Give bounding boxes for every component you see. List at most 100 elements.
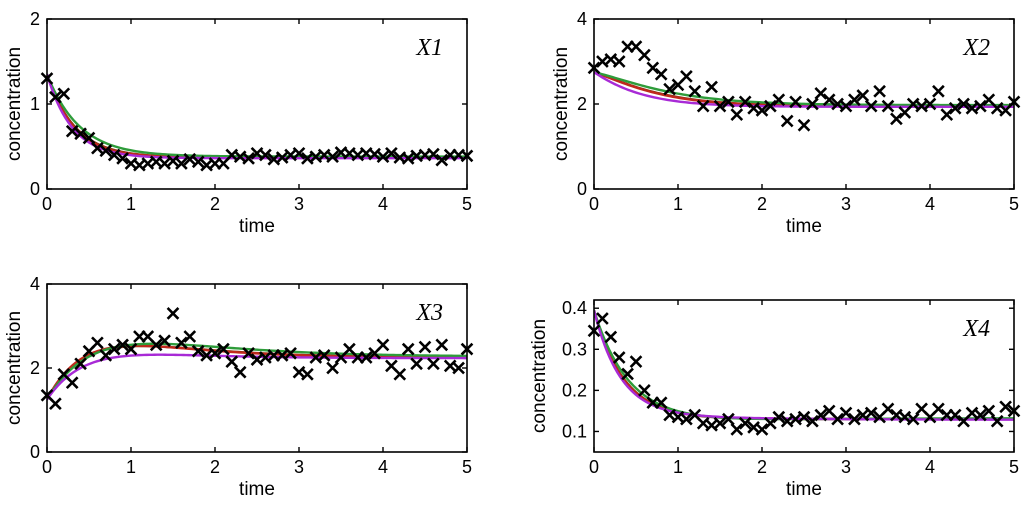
data-point bbox=[755, 423, 769, 436]
data-point bbox=[848, 412, 861, 426]
y-tick-label: 0 bbox=[577, 179, 587, 199]
data-point bbox=[906, 412, 920, 426]
data-point bbox=[259, 148, 272, 162]
data-point bbox=[317, 349, 331, 362]
data-point bbox=[401, 342, 415, 356]
data-point bbox=[688, 84, 702, 98]
x-tick-label: 3 bbox=[294, 457, 304, 477]
data-point bbox=[612, 55, 626, 68]
data-point bbox=[57, 87, 71, 101]
data-point bbox=[116, 152, 129, 165]
y-tick-label: 4 bbox=[577, 9, 587, 29]
x-axis-label: time bbox=[786, 479, 822, 500]
data-point bbox=[730, 423, 744, 436]
data-point bbox=[764, 416, 777, 430]
y-tick-label: 2 bbox=[30, 358, 40, 378]
data-point bbox=[175, 157, 188, 170]
data-point bbox=[671, 78, 685, 92]
data-point bbox=[789, 95, 802, 109]
y-axis-label: concentration bbox=[4, 311, 25, 425]
data-point bbox=[806, 414, 819, 428]
data-point bbox=[133, 330, 146, 343]
data-point bbox=[217, 342, 230, 356]
y-tick-label: 0.2 bbox=[562, 380, 587, 400]
data-point bbox=[999, 104, 1012, 117]
data-point bbox=[191, 155, 205, 169]
data-point bbox=[418, 340, 432, 354]
x-tick-label: 3 bbox=[841, 457, 851, 477]
data-point bbox=[923, 97, 937, 111]
data-point bbox=[730, 108, 744, 121]
data-point bbox=[166, 154, 180, 168]
data-point bbox=[713, 99, 727, 113]
data-point bbox=[65, 124, 79, 138]
data-point bbox=[629, 355, 643, 368]
data-point bbox=[107, 148, 121, 162]
data-point bbox=[368, 147, 381, 161]
data-point bbox=[856, 89, 870, 102]
data-point bbox=[848, 93, 861, 107]
fit-curves bbox=[594, 70, 1014, 108]
data-point bbox=[158, 334, 171, 348]
data-point bbox=[267, 349, 281, 362]
data-point bbox=[932, 84, 945, 98]
data-point bbox=[990, 414, 1004, 428]
data-point bbox=[91, 141, 104, 155]
data-point bbox=[881, 402, 895, 416]
data-point bbox=[91, 336, 104, 350]
panel-title: X4 bbox=[962, 316, 990, 342]
data-point bbox=[275, 151, 289, 164]
data-point bbox=[822, 93, 836, 107]
x-tick-label: 4 bbox=[378, 194, 388, 214]
data-markers bbox=[40, 307, 474, 411]
x-tick-label: 0 bbox=[589, 194, 599, 214]
x-tick-label: 4 bbox=[378, 457, 388, 477]
data-point bbox=[359, 351, 373, 364]
x-tick-label: 3 bbox=[841, 194, 851, 214]
data-point bbox=[99, 144, 113, 158]
data-point bbox=[839, 99, 853, 113]
data-point bbox=[99, 349, 113, 362]
data-point bbox=[74, 127, 87, 141]
data-point bbox=[427, 357, 440, 371]
data-point bbox=[107, 342, 121, 356]
data-point bbox=[663, 82, 676, 96]
data-point bbox=[797, 410, 811, 424]
panel-title: X2 bbox=[962, 35, 990, 61]
data-point bbox=[772, 93, 786, 107]
data-markers bbox=[40, 72, 474, 172]
axes-frame bbox=[593, 299, 1015, 453]
data-point bbox=[764, 99, 777, 113]
data-point bbox=[242, 152, 255, 165]
data-point bbox=[806, 97, 819, 111]
chart-panel-4: 0 1 2 3 4 5 0.1 0.2 0.3 0.4 time concentration X4 bbox=[529, 298, 1021, 500]
x-tick-label: 5 bbox=[1009, 457, 1019, 477]
x-tick-label: 1 bbox=[673, 457, 683, 477]
data-point bbox=[705, 80, 718, 94]
x-tick-label: 5 bbox=[462, 194, 472, 214]
data-point bbox=[410, 357, 423, 371]
data-point bbox=[638, 384, 651, 397]
chart-panel-3: 0 1 2 3 4 5 0 2 4 time concentration X3 bbox=[4, 274, 474, 500]
y-axis-label: concentration bbox=[551, 47, 572, 161]
x-tick-label: 1 bbox=[126, 194, 136, 214]
data-point bbox=[621, 40, 634, 53]
data-point bbox=[124, 342, 138, 356]
x-tick-label: 0 bbox=[589, 457, 599, 477]
fit-curves bbox=[594, 309, 1014, 421]
y-axis-label: concentration bbox=[529, 319, 550, 433]
y-tick-label: 2 bbox=[577, 94, 587, 114]
data-point bbox=[680, 70, 693, 83]
data-point bbox=[864, 99, 878, 113]
data-point bbox=[443, 148, 457, 162]
y-tick-label: 0 bbox=[30, 442, 40, 462]
data-point bbox=[680, 412, 693, 426]
x-tick-label: 2 bbox=[210, 457, 220, 477]
data-point bbox=[604, 330, 618, 344]
data-point bbox=[797, 118, 811, 132]
x-tick-label: 0 bbox=[42, 194, 52, 214]
axes-frame bbox=[46, 283, 468, 453]
x-tick-label: 1 bbox=[126, 457, 136, 477]
x-tick-label: 2 bbox=[210, 194, 220, 214]
data-point bbox=[183, 330, 197, 343]
